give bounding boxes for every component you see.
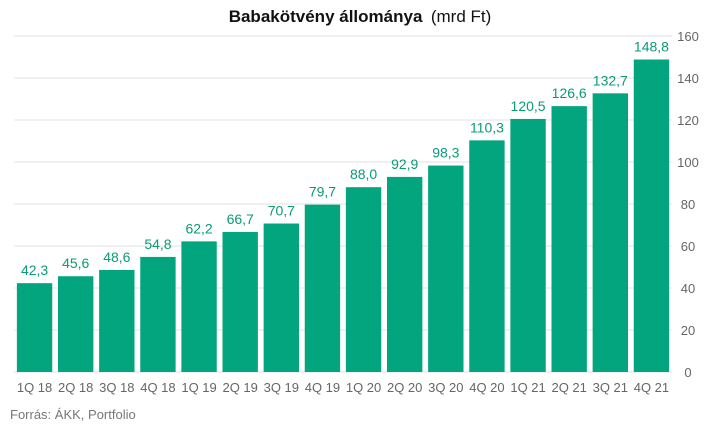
x-axis-ticks: 1Q 18 2Q 18 3Q 18 4Q 18 1Q 19 2Q 19 3Q 19 4Q 19…: [17, 380, 669, 395]
y-tick-label: 20: [681, 323, 695, 338]
y-tick-label: 100: [677, 155, 699, 170]
bar: [345, 187, 382, 372]
y-tick-label: 160: [677, 29, 699, 44]
bar-value-label: 88,0: [350, 166, 377, 182]
bar: [99, 269, 135, 372]
y-tick-label: 80: [681, 197, 695, 212]
chart-title-unit: (mrd Ft): [431, 7, 491, 26]
y-axis-ticks: 0 20 40 60 80 100 120 140 160: [677, 29, 699, 380]
x-tick-label: 3Q 21: [593, 380, 628, 395]
bar: [592, 93, 628, 372]
chart-title-main: Babakötvény állománya: [229, 7, 423, 26]
x-tick-label: 2Q 20: [387, 380, 422, 395]
bar: [58, 276, 94, 372]
chart-title: Babakötvény állománya (mrd Ft): [229, 7, 492, 26]
x-tick-label: 2Q 19: [222, 380, 257, 395]
bar-value-label: 98,3: [432, 145, 459, 161]
x-tick-label: 2Q 18: [58, 380, 93, 395]
x-tick-label: 3Q 20: [428, 380, 463, 395]
bar: [510, 118, 546, 372]
x-tick-label: 1Q 20: [346, 380, 381, 395]
x-tick-label: 3Q 18: [99, 380, 134, 395]
bar-value-label: 110,3: [470, 119, 504, 135]
bar: [469, 140, 505, 372]
bar: [181, 241, 217, 372]
y-tick-label: 40: [681, 281, 695, 296]
bars: [16, 59, 670, 373]
bar-value-label: 62,2: [185, 220, 212, 236]
bar-value-label: 70,7: [268, 203, 295, 219]
bar-value-label: 45,6: [62, 255, 89, 271]
data-labels: 42,3 45,6 48,6 54,8 62,2 66,7 70,7 79,7 88,0 92,9…: [21, 39, 669, 279]
bar-value-label: 66,7: [227, 211, 254, 227]
bar: [16, 283, 53, 372]
y-tick-label: 0: [684, 365, 691, 380]
bar: [387, 176, 423, 372]
bar-value-label: 42,3: [21, 262, 48, 278]
bar: [263, 223, 299, 372]
bar-value-label: 79,7: [309, 184, 336, 200]
bar-value-label: 48,6: [103, 249, 130, 265]
y-tick-label: 120: [677, 113, 699, 128]
bar-value-label: 126,6: [552, 85, 587, 101]
x-tick-label: 1Q 21: [510, 380, 545, 395]
source-note: Forrás: ÁKK, Portfolio: [10, 407, 136, 422]
bar-value-label: 148,8: [634, 39, 669, 55]
x-tick-label: 2Q 21: [551, 380, 586, 395]
x-tick-label: 4Q 18: [140, 380, 175, 395]
bar-value-label: 120,5: [511, 98, 546, 114]
bar-value-label: 132,7: [593, 72, 628, 88]
bar: [633, 59, 670, 373]
x-tick-label: 1Q 18: [17, 380, 52, 395]
y-tick-label: 140: [677, 71, 699, 86]
bar-value-label: 54,8: [144, 236, 171, 252]
bar: [140, 256, 176, 372]
bar: [551, 106, 587, 372]
x-tick-label: 4Q 21: [634, 380, 669, 395]
y-tick-label: 60: [681, 239, 695, 254]
x-tick-label: 3Q 19: [264, 380, 299, 395]
bar: [222, 231, 258, 372]
bar-value-label: 92,9: [391, 156, 418, 172]
bar: [304, 204, 341, 372]
x-tick-label: 1Q 19: [181, 380, 216, 395]
x-tick-label: 4Q 19: [305, 380, 340, 395]
x-tick-label: 4Q 20: [469, 380, 504, 395]
bar: [428, 165, 464, 372]
